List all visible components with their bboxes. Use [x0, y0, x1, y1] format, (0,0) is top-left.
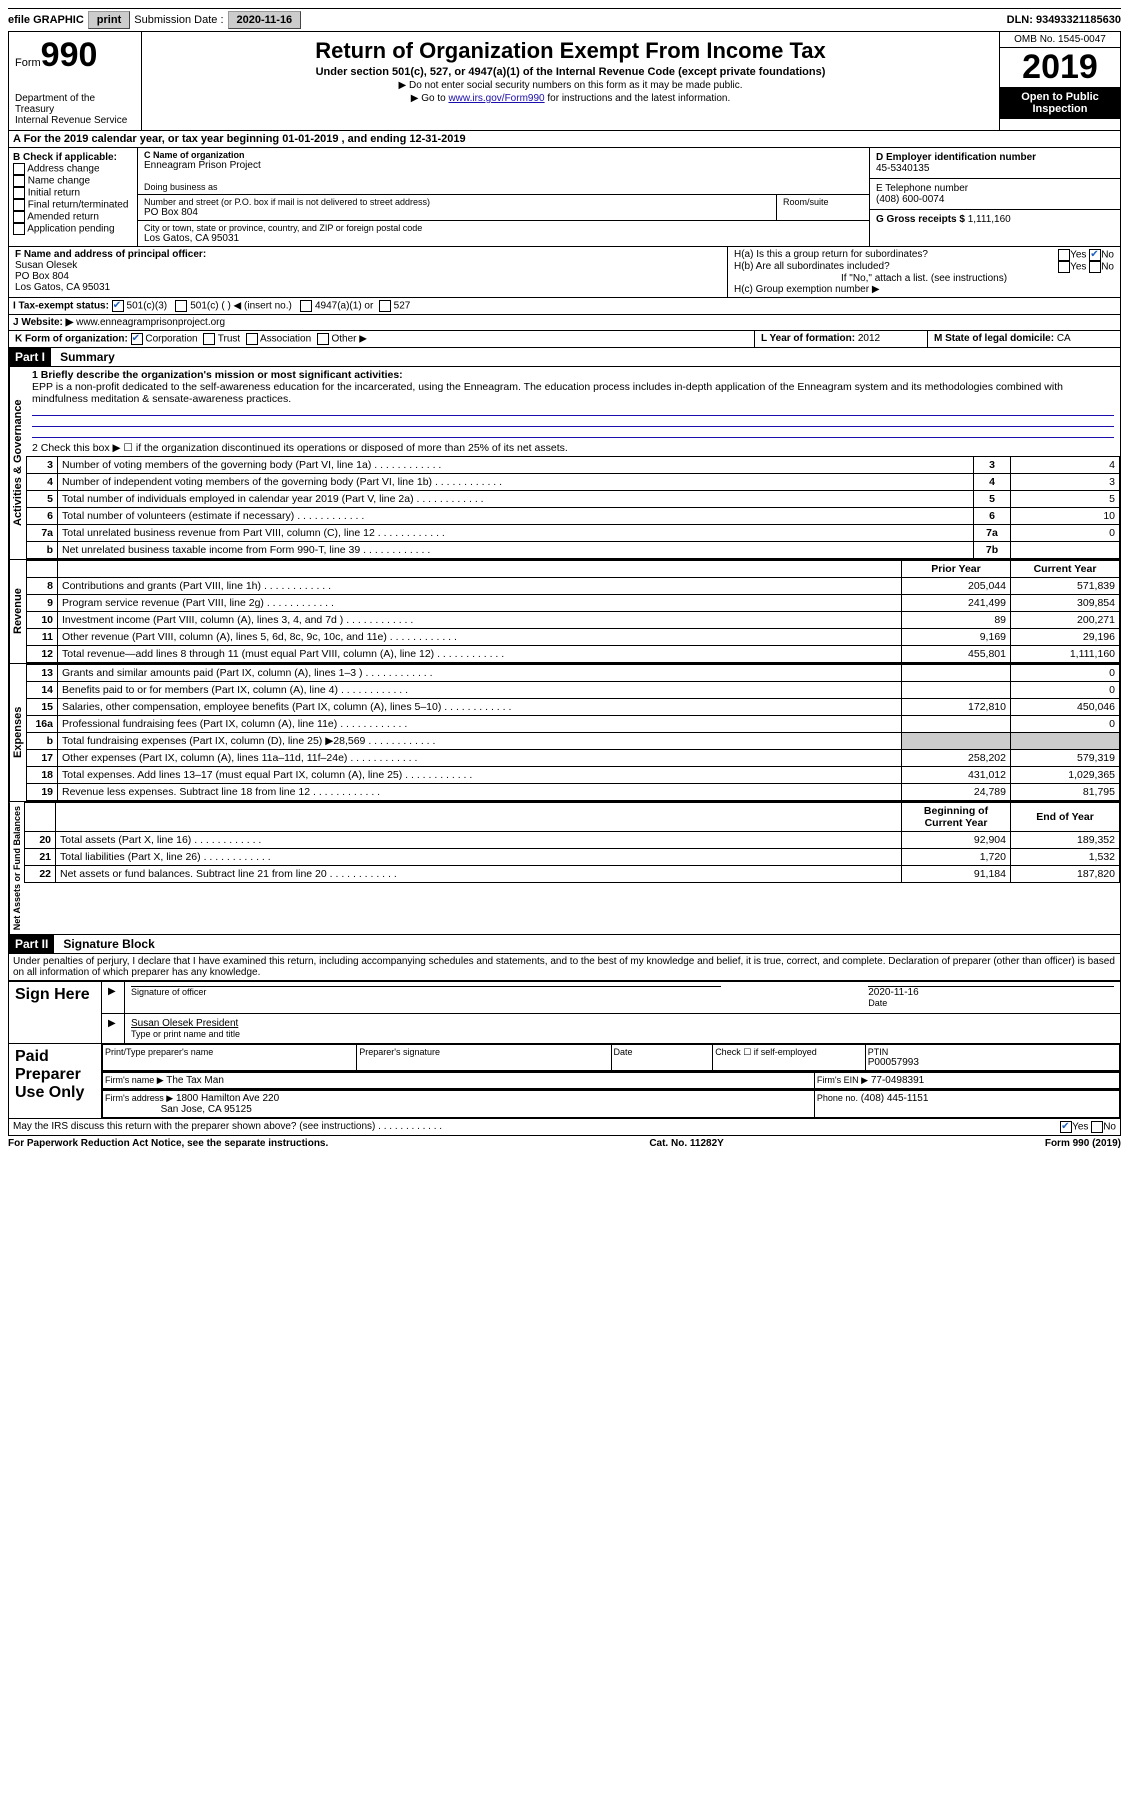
cb-name: Name change [13, 175, 133, 187]
table-row: 9Program service revenue (Part VIII, lin… [27, 595, 1120, 612]
form-header: Form990 Department of the Treasury Inter… [8, 32, 1121, 131]
sign-here: Sign Here [9, 982, 102, 1044]
mission-text: EPP is a non-profit dedicated to the sel… [32, 381, 1114, 405]
submission-date-button[interactable]: 2020-11-16 [228, 11, 302, 29]
part1-header: Part I Summary [8, 348, 1121, 367]
vlabel-net: Net Assets or Fund Balances [9, 802, 24, 934]
table-row: 17Other expenses (Part IX, column (A), l… [27, 750, 1120, 767]
gross-receipts: 1,111,160 [968, 214, 1011, 225]
org-name: Enneagram Prison Project [144, 160, 863, 171]
ha-yesno: Yes No [1058, 249, 1114, 261]
form-title: Return of Organization Exempt From Incom… [148, 38, 993, 64]
title-col: Return of Organization Exempt From Incom… [142, 32, 999, 130]
table-row: 3Number of voting members of the governi… [27, 457, 1120, 474]
gov-table: 3Number of voting members of the governi… [26, 456, 1120, 559]
table-row: 5Total number of individuals employed in… [27, 491, 1120, 508]
exp-section: Expenses 13Grants and similar amounts pa… [8, 664, 1121, 802]
line-i: I Tax-exempt status: 501(c)(3) 501(c) ( … [8, 298, 1121, 315]
form-year-footer: Form 990 (2019) [1045, 1138, 1121, 1149]
year-col: OMB No. 1545-0047 2019 Open to Public In… [999, 32, 1120, 130]
table-row: 15Salaries, other compensation, employee… [27, 699, 1120, 716]
org-address: PO Box 804 [144, 207, 770, 218]
table-row: 4Number of independent voting members of… [27, 474, 1120, 491]
table-row: 20Total assets (Part X, line 16)92,90418… [25, 832, 1120, 849]
table-row: 14Benefits paid to or for members (Part … [27, 682, 1120, 699]
dln: DLN: 93493321185630 [1007, 14, 1121, 26]
gov-section: Activities & Governance 1 Briefly descri… [8, 367, 1121, 560]
phone: (408) 600-0074 [876, 194, 1114, 205]
table-row: bTotal fundraising expenses (Part IX, co… [27, 733, 1120, 750]
table-row: 21Total liabilities (Part X, line 26)1,7… [25, 849, 1120, 866]
submission-label: Submission Date : [134, 14, 223, 26]
form-subtitle: Under section 501(c), 527, or 4947(a)(1)… [148, 66, 993, 78]
table-row: 16aProfessional fundraising fees (Part I… [27, 716, 1120, 733]
vlabel-exp: Expenses [9, 664, 26, 801]
part2-header: Part II Signature Block [8, 935, 1121, 954]
footer: For Paperwork Reduction Act Notice, see … [8, 1136, 1121, 1149]
table-row: 12Total revenue—add lines 8 through 11 (… [27, 646, 1120, 663]
cb-address: Address change [13, 163, 133, 175]
table-row: 8Contributions and grants (Part VIII, li… [27, 578, 1120, 595]
line-a: A For the 2019 calendar year, or tax yea… [8, 131, 1121, 148]
table-row: 22Net assets or fund balances. Subtract … [25, 866, 1120, 883]
org-city: Los Gatos, CA 95031 [144, 233, 863, 244]
dept-label: Department of the Treasury Internal Reve… [15, 93, 135, 126]
net-section: Net Assets or Fund Balances Beginning of… [8, 802, 1121, 935]
open-inspection: Open to Public Inspection [1000, 87, 1120, 119]
omb: OMB No. 1545-0047 [1000, 32, 1120, 48]
box-deg: D Employer identification number 45-5340… [869, 148, 1120, 246]
vlabel-rev: Revenue [9, 560, 26, 663]
ident-block: B Check if applicable: Address change Na… [8, 148, 1121, 247]
officer-name: Susan Olesek [15, 260, 721, 271]
line-j: J Website: ▶ www.enneagramprisonproject.… [8, 315, 1121, 331]
exp-table: 13Grants and similar amounts paid (Part … [26, 664, 1120, 801]
table-row: 10Investment income (Part VIII, column (… [27, 612, 1120, 629]
form-id-col: Form990 Department of the Treasury Inter… [9, 32, 142, 130]
cb-amended: Amended return [13, 211, 133, 223]
rev-section: Revenue Prior YearCurrent Year 8Contribu… [8, 560, 1121, 664]
form-number: 990 [41, 36, 98, 74]
table-row: 6Total number of volunteers (estimate if… [27, 508, 1120, 525]
net-table: Beginning of Current YearEnd of Year 20T… [24, 802, 1120, 883]
hint-ssn: ▶ Do not enter social security numbers o… [148, 80, 993, 91]
discuss-row: May the IRS discuss this return with the… [8, 1119, 1121, 1136]
rev-table: Prior YearCurrent Year 8Contributions an… [26, 560, 1120, 663]
officer-name-sig: Susan Olesek President [131, 1018, 1114, 1029]
efile-label: efile GRAPHIC [8, 14, 84, 26]
klm-row: K Form of organization: Corporation Trus… [8, 331, 1121, 348]
sig-table: Sign Here ▶ Signature of officer 2020-11… [8, 981, 1121, 1119]
table-row: 19Revenue less expenses. Subtract line 1… [27, 784, 1120, 801]
print-button[interactable]: print [88, 11, 130, 29]
ein: 45-5340135 [876, 163, 1114, 174]
fh-row: F Name and address of principal officer:… [8, 247, 1121, 298]
table-row: 11Other revenue (Part VIII, column (A), … [27, 629, 1120, 646]
table-row: bNet unrelated business taxable income f… [27, 542, 1120, 559]
box-c: C Name of organization Enneagram Prison … [138, 148, 869, 246]
declaration: Under penalties of perjury, I declare th… [8, 954, 1121, 981]
box-b: B Check if applicable: Address change Na… [9, 148, 138, 246]
hb-yesno: Yes No [1058, 261, 1114, 273]
vlabel-gov: Activities & Governance [9, 367, 26, 559]
irs-link[interactable]: www.irs.gov/Form990 [448, 93, 544, 104]
hint-link: ▶ Go to www.irs.gov/Form990 for instruct… [148, 93, 993, 104]
cb-app-pending: Application pending [13, 223, 133, 235]
table-row: 7aTotal unrelated business revenue from … [27, 525, 1120, 542]
table-row: 18Total expenses. Add lines 13–17 (must … [27, 767, 1120, 784]
cb-initial: Initial return [13, 187, 133, 199]
tax-year: 2019 [1000, 48, 1120, 87]
topbar: efile GRAPHIC print Submission Date : 20… [8, 8, 1121, 32]
cb-final: Final return/terminated [13, 199, 133, 211]
table-row: 13Grants and similar amounts paid (Part … [27, 665, 1120, 682]
paid-preparer: Paid Preparer Use Only [9, 1044, 102, 1119]
website: www.enneagramprisonproject.org [76, 317, 225, 328]
